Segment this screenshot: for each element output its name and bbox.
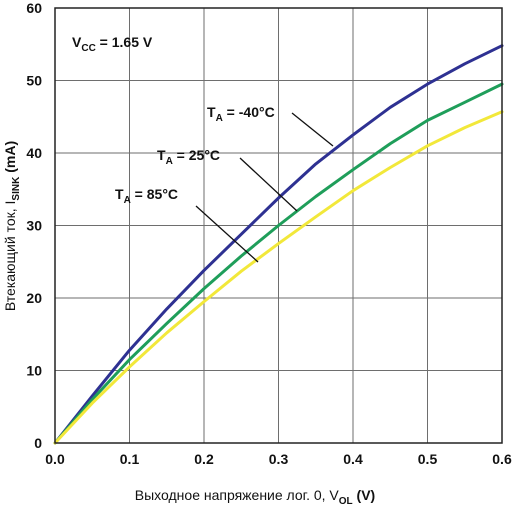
series-label-sub: A <box>166 156 173 167</box>
x-tick-label: 0.4 <box>343 451 363 467</box>
y-axis-title-main: Втекающий ток, I <box>2 201 18 312</box>
tick-labels: 0.0 0.1 0.2 0.3 0.4 0.5 0.6 0 10 20 30 40 50 60 <box>26 0 512 467</box>
series-line-0 <box>53 44 504 445</box>
series-label-main: T <box>157 147 166 163</box>
y-tick-label: 30 <box>26 218 42 234</box>
series-label-minus40: TA = -40°C <box>207 104 275 124</box>
series-label-rest: = 85°C <box>131 186 178 202</box>
vcc-annotation: VCC = 1.65 V <box>72 34 153 54</box>
y-axis-title-unit: (mA) <box>2 141 18 177</box>
y-axis-title: Втекающий ток, ISINK (mA) <box>2 141 22 311</box>
vcc-annotation-main: V <box>72 34 82 50</box>
y-axis-title-sub: SINK <box>11 176 22 201</box>
x-axis-title-sub: OL <box>339 496 353 507</box>
x-axis-title: Выходное напряжение лог. 0, VOL (V) <box>135 487 375 507</box>
series-label-85: TA = 85°C <box>115 186 178 206</box>
vcc-annotation-sub: CC <box>81 43 95 54</box>
label-leader-2 <box>195 205 259 263</box>
label-leader-0 <box>291 112 334 147</box>
grid <box>55 8 502 443</box>
vcc-annotation-rest: = 1.65 V <box>96 34 153 50</box>
y-tick-label: 50 <box>26 73 42 89</box>
x-tick-label: 0.5 <box>418 451 438 467</box>
x-tick-label: 0.2 <box>194 451 214 467</box>
y-tick-label: 0 <box>34 435 42 451</box>
x-tick-label: 0.6 <box>492 451 512 467</box>
series-label-main: T <box>207 104 216 120</box>
x-tick-label: 0.3 <box>269 451 289 467</box>
x-tick-label: 0.0 <box>45 451 65 467</box>
y-tick-label: 40 <box>26 145 42 161</box>
series-label-rest: = 25°C <box>173 147 220 163</box>
y-tick-label: 60 <box>26 0 42 16</box>
y-tick-label: 10 <box>26 363 42 379</box>
series-label-main: T <box>115 186 124 202</box>
series-line-2 <box>53 110 504 445</box>
label-leader-1 <box>239 157 298 212</box>
x-axis-title-main: Выходное напряжение лог. 0, V <box>135 487 340 503</box>
series-label-sub: A <box>124 195 131 206</box>
series-label-25: TA = 25°C <box>157 147 220 167</box>
series-label-sub: A <box>216 113 223 124</box>
x-axis-title-unit: (V) <box>353 487 376 503</box>
y-tick-label: 20 <box>26 290 42 306</box>
series-lines <box>53 44 504 445</box>
plot-frame <box>54 7 503 444</box>
series-label-rest: = -40°C <box>223 104 275 120</box>
label-leaders <box>195 112 334 263</box>
series-line-1 <box>53 82 504 445</box>
x-tick-label: 0.1 <box>120 451 140 467</box>
